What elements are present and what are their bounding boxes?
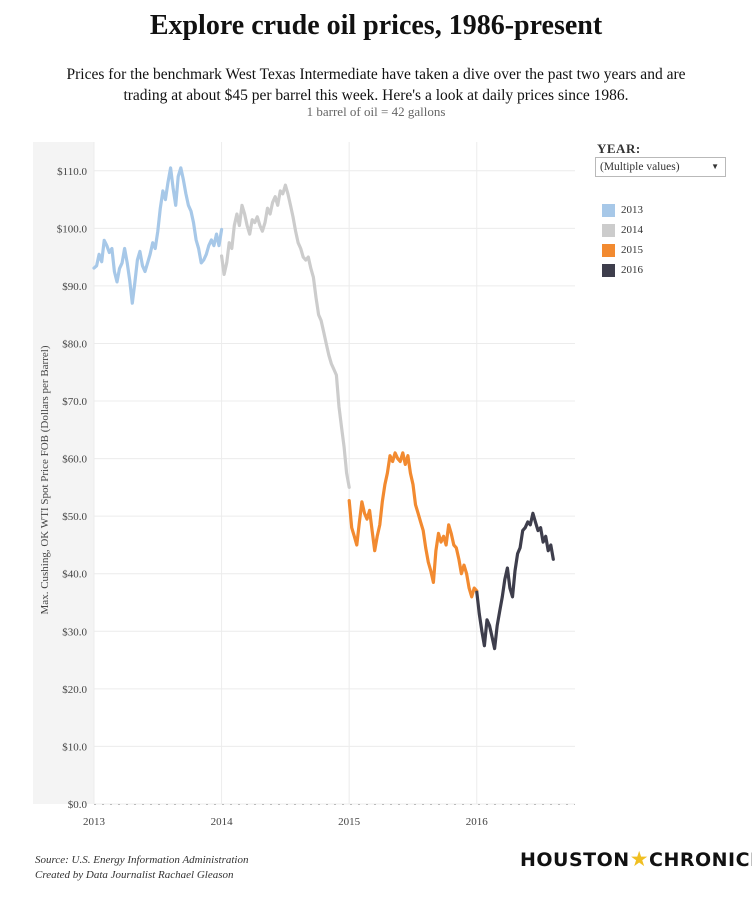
y-tick-label: $110.0 (57, 166, 87, 178)
legend-swatch (602, 264, 615, 277)
x-tick-label: 2013 (83, 816, 106, 828)
unit-note: 1 barrel of oil = 42 gallons (306, 104, 446, 119)
year-filter-dropdown[interactable]: (Multiple values) ▼ (595, 157, 726, 177)
source-credit: Source: U.S. Energy Information Administ… (35, 853, 248, 883)
grid-lines (93, 142, 575, 805)
credit-line: Created by Data Journalist Rachael Gleas… (35, 869, 234, 881)
y-tick-label: $90.0 (62, 281, 87, 293)
y-tick-label: $70.0 (62, 396, 87, 408)
y-axis-band (33, 142, 94, 804)
year-filter-value: (Multiple values) (600, 161, 680, 173)
legend-label: 2015 (621, 244, 643, 256)
y-tick-label: $100.0 (57, 223, 88, 235)
houston-chronicle-logo[interactable]: HOUSTON★CHRONICLE (520, 847, 752, 875)
logo-word-left: HOUSTON (520, 849, 630, 871)
legend-label: 2016 (621, 264, 643, 276)
y-tick-label: $80.0 (62, 338, 87, 350)
series-line-2016[interactable] (475, 511, 555, 651)
series-line-2015[interactable] (347, 451, 479, 599)
y-tick-label: $50.0 (62, 511, 87, 523)
source-line: Source: U.S. Energy Information Administ… (35, 854, 249, 866)
legend-swatch (602, 244, 615, 257)
y-tick-label: $60.0 (62, 454, 87, 466)
series-lines (92, 166, 555, 651)
x-axis-ticks: 2013 2014 2015 2016 (83, 816, 488, 828)
series-line-2013[interactable] (92, 166, 224, 305)
logo-word-right: CHRONICLE (649, 849, 752, 871)
page-title: Explore crude oil prices, 1986-present (149, 10, 603, 41)
legend-swatch (602, 224, 615, 237)
y-tick-label: $40.0 (62, 569, 87, 581)
year-filter-label: YEAR: (597, 141, 641, 156)
series-line-2014[interactable] (220, 183, 351, 489)
y-tick-label: $20.0 (62, 684, 87, 696)
x-tick-label: 2015 (338, 816, 361, 828)
legend-swatch (602, 204, 615, 217)
x-tick-label: 2016 (466, 816, 489, 828)
y-axis-label: Max. Cushing, OK WTI Spot Price FOB (Dol… (39, 345, 51, 614)
x-tick-label: 2014 (211, 816, 234, 828)
legend-label: 2014 (621, 224, 643, 236)
triangle-down-icon[interactable]: ▼ (711, 162, 719, 171)
y-axis-ticks: $0.0 $10.0 $20.0 $30.0 $40.0 $50.0 $60.0 $70.0 $… (57, 166, 88, 811)
legend-label: 2013 (621, 204, 643, 216)
page-subtitle: Prices for the benchmark West Texas Inte… (66, 66, 686, 104)
star-icon: ★ (629, 847, 650, 871)
y-tick-label: $30.0 (62, 626, 87, 638)
y-tick-label: $0.0 (68, 799, 88, 811)
y-tick-label: $10.0 (62, 741, 87, 753)
